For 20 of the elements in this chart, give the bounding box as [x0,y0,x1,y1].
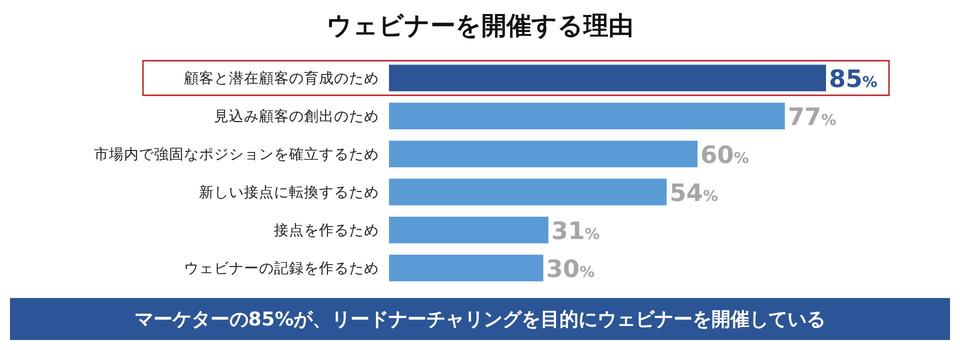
y-tick-label: 新しい接点に転換するため [199,184,379,202]
chart-title: ウェビナーを開催する理由 [326,11,634,40]
data-label: 31% [551,217,600,245]
bar [389,102,785,130]
bar [389,178,667,206]
y-tick-label: ウェビナーの記録を作るため [184,260,379,278]
data-label: 54% [670,179,718,207]
data-label: 60% [700,141,749,169]
y-tick-label: 接点を作るため [274,222,379,240]
y-tick-label: 顧客と潜在顧客の育成のため [184,70,379,88]
y-tick-label: 見込み顧客の創出のため [214,108,379,126]
data-label: 30% [546,255,595,283]
bar [389,140,698,168]
text: マーケターの85%が、リードナーチャリングを目的にウェビナーを開催している [134,308,826,331]
bar [389,254,544,282]
data-label: 85% [829,65,878,93]
data-label: 77% [788,103,836,131]
y-tick-label: 市場内で強固なポジションを確立するため [94,146,379,164]
bar [389,64,826,92]
bar [389,216,548,244]
